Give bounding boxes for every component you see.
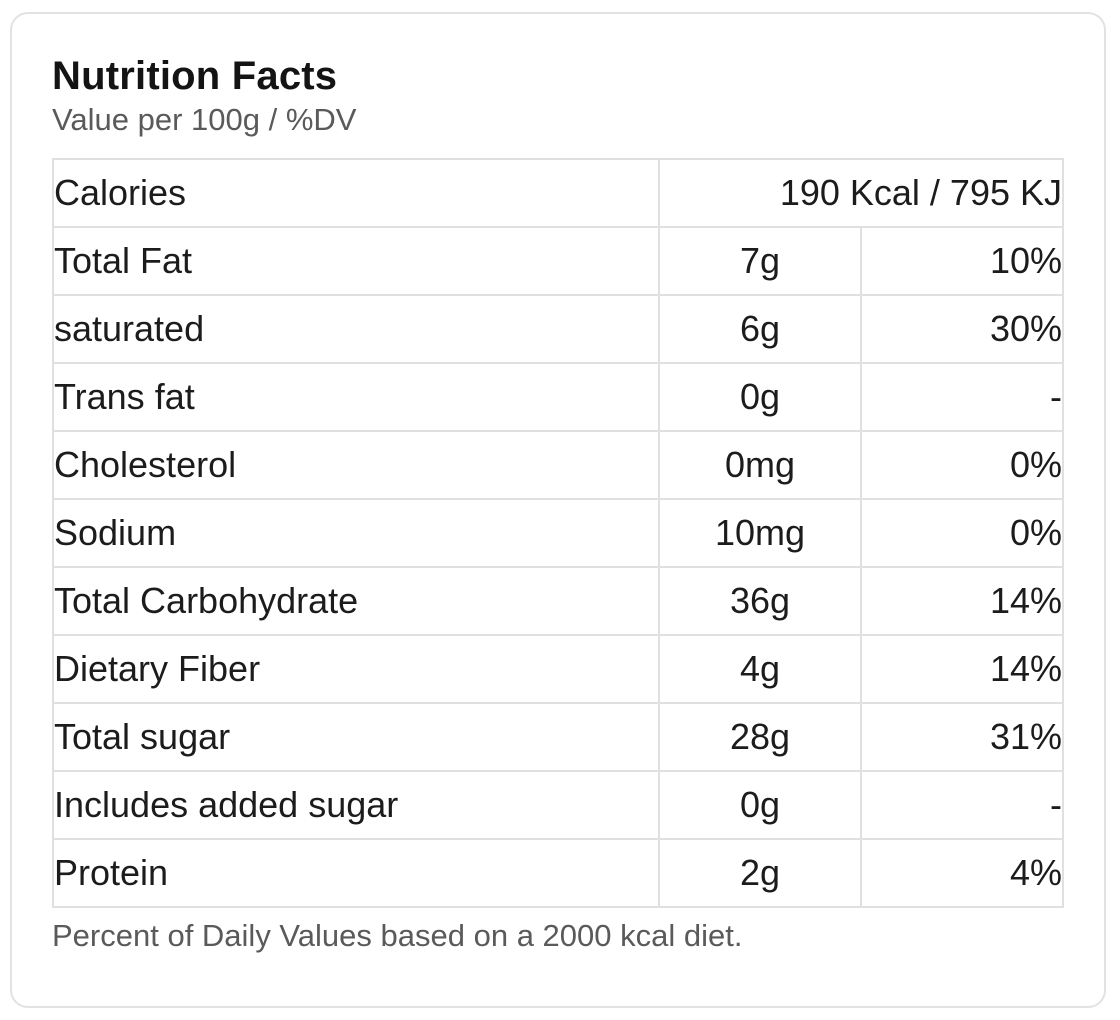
table-row-added-sugar: Includes added sugar 0g - (52, 770, 1064, 840)
nutrition-facts-card: Nutrition Facts Value per 100g / %DV Cal… (10, 12, 1106, 1008)
nutrient-daily-value: 0% (860, 498, 1064, 568)
nutrient-amount: 4g (658, 634, 862, 704)
table-row-total-sugar: Total sugar 28g 31% (52, 702, 1064, 772)
nutrient-label: Total Fat (52, 226, 660, 296)
nutrient-label: Includes added sugar (52, 770, 660, 840)
nutrient-daily-value: 10% (860, 226, 1064, 296)
table-row-sodium: Sodium 10mg 0% (52, 498, 1064, 568)
nutrient-amount: 10mg (658, 498, 862, 568)
table-row-protein: Protein 2g 4% (52, 838, 1064, 908)
table-row-total-fat: Total Fat 7g 10% (52, 226, 1064, 296)
nutrient-amount: 0mg (658, 430, 862, 500)
nutrient-daily-value: 4% (860, 838, 1064, 908)
nutrient-daily-value: - (860, 362, 1064, 432)
nutrient-amount: 0g (658, 770, 862, 840)
nutrient-amount: 0g (658, 362, 862, 432)
nutrient-label: Cholesterol (52, 430, 660, 500)
nutrient-daily-value: 14% (860, 634, 1064, 704)
nutrient-label: Total sugar (52, 702, 660, 772)
table-row-total-carbohydrate: Total Carbohydrate 36g 14% (52, 566, 1064, 636)
nutrient-label: Dietary Fiber (52, 634, 660, 704)
page-subtitle: Value per 100g / %DV (52, 102, 357, 137)
nutrient-amount: 28g (658, 702, 862, 772)
table-row-cholesterol: Cholesterol 0mg 0% (52, 430, 1064, 500)
table-row-trans-fat: Trans fat 0g - (52, 362, 1064, 432)
nutrient-daily-value: - (860, 770, 1064, 840)
nutrient-label: Sodium (52, 498, 660, 568)
table-row-saturated: saturated 6g 30% (52, 294, 1064, 364)
nutrient-daily-value: 30% (860, 294, 1064, 364)
nutrition-table: Calories 190 Kcal / 795 KJ Total Fat 7g … (52, 158, 1064, 908)
nutrient-daily-value: 0% (860, 430, 1064, 500)
nutrient-label: saturated (52, 294, 660, 364)
nutrient-label: Protein (52, 838, 660, 908)
nutrient-label: Trans fat (52, 362, 660, 432)
calories-value: 190 Kcal / 795 KJ (658, 158, 1064, 228)
nutrient-amount: 6g (658, 294, 862, 364)
daily-values-footnote: Percent of Daily Values based on a 2000 … (52, 918, 743, 953)
table-row-calories: Calories 190 Kcal / 795 KJ (52, 158, 1064, 228)
nutrient-daily-value: 14% (860, 566, 1064, 636)
nutrient-amount: 2g (658, 838, 862, 908)
nutrient-label: Calories (52, 158, 660, 228)
nutrient-amount: 7g (658, 226, 862, 296)
nutrient-amount: 36g (658, 566, 862, 636)
nutrient-daily-value: 31% (860, 702, 1064, 772)
nutrient-label: Total Carbohydrate (52, 566, 660, 636)
table-row-dietary-fiber: Dietary Fiber 4g 14% (52, 634, 1064, 704)
page-title: Nutrition Facts (52, 54, 338, 98)
